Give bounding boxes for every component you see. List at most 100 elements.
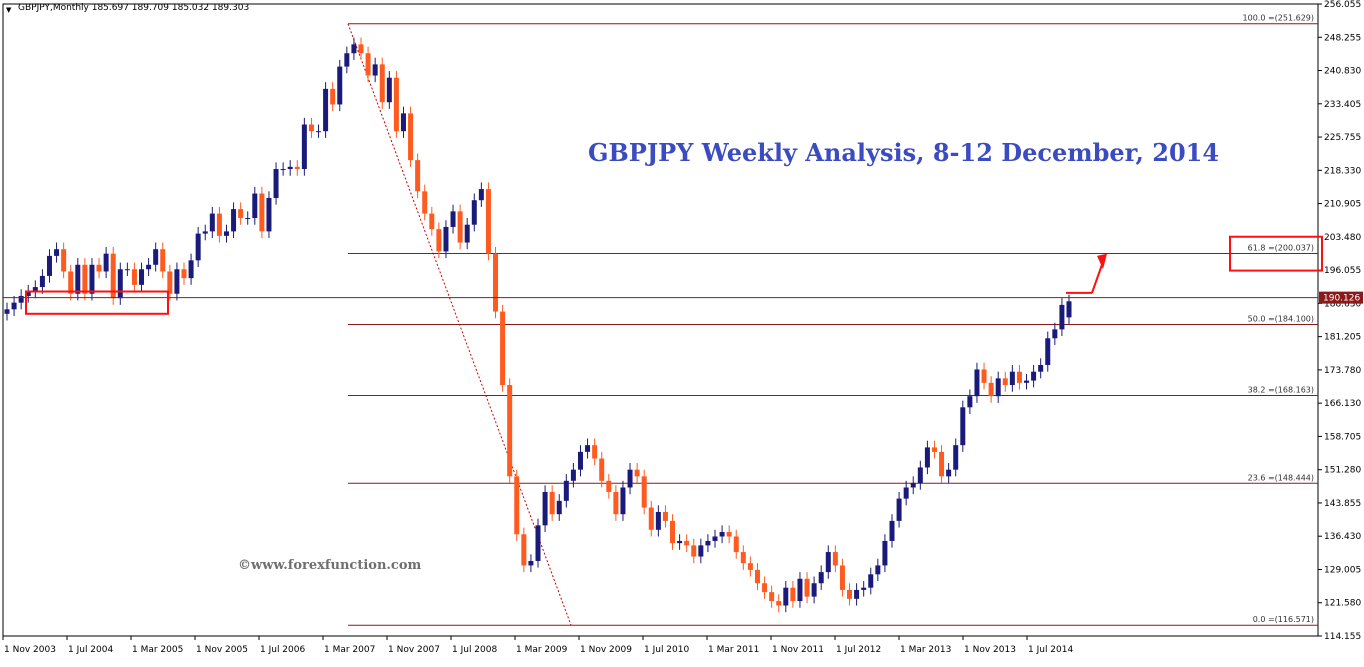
candle-body [535, 525, 541, 561]
candle-body [507, 385, 513, 477]
candle-body [953, 445, 959, 470]
candle-body [1024, 380, 1030, 383]
candle-body [521, 534, 527, 566]
x-tick-label: 1 Jul 2008 [452, 645, 497, 655]
candle-body [478, 189, 484, 201]
x-tick-label: 1 Jul 2010 [644, 645, 689, 655]
candle-body [825, 552, 831, 573]
y-tick-label: 188.630 [1324, 299, 1361, 309]
candle-body [252, 193, 258, 219]
candle-body [832, 552, 838, 566]
candle-body [323, 88, 329, 132]
candle-body [563, 480, 569, 501]
candle-body [875, 565, 881, 575]
x-tick-label: 1 Nov 2011 [772, 645, 824, 655]
candle-body [1066, 301, 1072, 318]
candle-body [96, 264, 102, 272]
x-tick-label: 1 Mar 2009 [516, 645, 568, 655]
candle-body [32, 287, 38, 292]
candle-body [358, 44, 364, 54]
candle-body [46, 255, 52, 276]
candle-body [917, 467, 923, 484]
candle-body [783, 587, 789, 606]
candle-body [641, 476, 647, 508]
x-tick-label: 1 Jul 2012 [836, 645, 881, 655]
candle-body [542, 491, 548, 526]
candle-body [415, 160, 421, 192]
candle-body [698, 545, 704, 557]
x-tick-label: 1 Mar 2011 [708, 645, 759, 655]
x-tick-label: 1 Mar 2005 [132, 645, 183, 655]
candle-body [677, 540, 683, 544]
candle-body [868, 574, 874, 588]
candle-body [443, 226, 449, 252]
candle-body [202, 231, 208, 234]
candle-body [500, 311, 506, 386]
candle-body [131, 269, 137, 285]
candle-body [514, 476, 520, 535]
candle-body [216, 213, 222, 236]
candle-body [974, 369, 980, 397]
candle-body [316, 131, 322, 133]
fib-label: 23.6 =(148.444) [1248, 473, 1314, 482]
fib-61-highlight-box [1229, 235, 1323, 272]
candle-body [139, 269, 145, 285]
candle-body [464, 224, 470, 243]
candle-body [330, 88, 336, 105]
candle-body [882, 540, 888, 566]
fib-trendline [347, 23, 572, 626]
candle-body [266, 197, 272, 232]
candle-body [662, 511, 668, 521]
y-tick-label: 129.005 [1324, 565, 1361, 575]
candle-body [1038, 365, 1044, 372]
analysis-title: GBPJPY Weekly Analysis, 8-12 December, 2… [588, 138, 1220, 167]
x-tick-label: 1 Nov 2003 [4, 645, 56, 655]
candle-body [238, 209, 244, 219]
candle-body [89, 264, 95, 294]
candle-body [379, 64, 385, 103]
candle-body [11, 302, 17, 310]
candle-body [896, 498, 902, 521]
collapse-triangle-icon[interactable]: ▼ [6, 6, 12, 14]
candle-body [153, 249, 159, 265]
candle-body [762, 583, 768, 593]
x-tick-label: 1 Nov 2007 [388, 645, 440, 655]
candle-body [939, 451, 945, 477]
candle-body [1059, 304, 1065, 330]
fib-label: 50.0 =(184.100) [1248, 314, 1314, 323]
candle-body [117, 269, 123, 299]
y-tick-label: 151.280 [1324, 466, 1361, 476]
candle-body [485, 189, 491, 254]
candle-body [924, 447, 930, 468]
candle-body [960, 407, 966, 446]
candle-body [280, 169, 286, 171]
candle-body [1002, 378, 1008, 386]
y-tick-label: 121.580 [1324, 599, 1361, 609]
candle-body [25, 291, 31, 296]
candle-body [769, 592, 775, 602]
candle-body [670, 520, 676, 544]
candle-body [606, 480, 612, 492]
candle-body [301, 124, 307, 170]
candle-body [861, 587, 867, 590]
candle-body [393, 77, 399, 132]
y-tick-label: 218.330 [1324, 166, 1361, 176]
candle-body [471, 200, 477, 225]
y-tick-label: 240.830 [1324, 67, 1361, 77]
candle-body [776, 601, 782, 606]
candle-body [854, 589, 860, 599]
fib-label: 61.8 =(200.037) [1248, 243, 1314, 252]
candle-body [903, 487, 909, 499]
candle-body [365, 53, 371, 76]
x-tick-label: 1 Jul 2006 [260, 645, 305, 655]
candle-body [818, 572, 824, 584]
candle-body [577, 451, 583, 470]
y-tick-label: 248.255 [1324, 33, 1361, 43]
candle-body [946, 469, 952, 477]
candle-body [648, 507, 654, 530]
candle-body [61, 249, 67, 272]
candle-body [82, 264, 88, 294]
x-tick-label: 1 Jul 2014 [1028, 645, 1073, 655]
candle-body [684, 540, 690, 546]
candle-body [747, 563, 753, 570]
